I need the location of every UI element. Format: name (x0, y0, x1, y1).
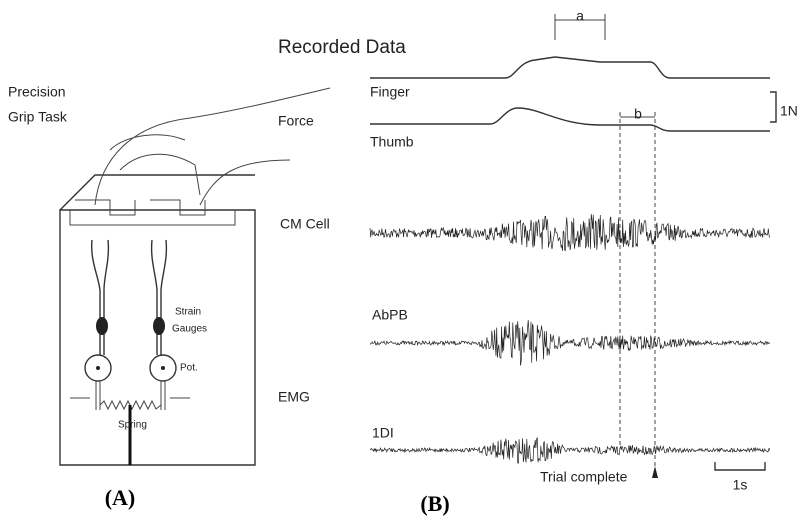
signal-trace (369, 319, 770, 366)
box (59, 174, 256, 466)
thumb-trace (370, 107, 770, 132)
label: Force (278, 113, 314, 129)
potentiometer (149, 354, 177, 382)
label: Finger (370, 84, 410, 100)
dashed-marker (619, 112, 656, 470)
label: 1N (780, 103, 798, 119)
title: Grip Task (8, 109, 68, 125)
label: AbPB (372, 307, 408, 323)
label: a (576, 8, 584, 24)
panel-label: (B) (420, 491, 449, 516)
pivot (161, 366, 165, 370)
label: Trial complete (540, 469, 628, 485)
recording: Recorded Data Finger Force Thumb 1N a b … (278, 8, 798, 493)
label: 1DI (372, 425, 394, 441)
title: Recorded Data (278, 37, 406, 58)
hand (94, 87, 331, 206)
label: b (634, 106, 642, 122)
potentiometer (84, 354, 112, 382)
label: 1s (733, 477, 748, 493)
strain-gauge (96, 317, 108, 335)
label: Strain (175, 307, 201, 318)
apparatus: Precision Grip Task Strain Gauges Pot. S… (8, 84, 331, 466)
time-scale-bar (714, 462, 766, 471)
label: Spring (118, 420, 147, 431)
label: CM Cell (280, 216, 330, 232)
interval-bracket (554, 14, 606, 40)
levers (90, 239, 168, 355)
label: Gauges (172, 324, 207, 335)
label: Pot. (180, 363, 198, 374)
panel-label: (A) (105, 485, 136, 510)
arrow (652, 466, 658, 478)
force-scale-bar (770, 91, 777, 123)
signal-trace (369, 214, 771, 252)
label: Thumb (370, 134, 414, 150)
label: EMG (278, 389, 310, 405)
manipulandum (69, 199, 236, 226)
finger-trace (370, 56, 770, 79)
strain-gauge (153, 317, 165, 335)
pivot (96, 366, 100, 370)
signal-trace (369, 437, 771, 464)
title: Precision (8, 84, 66, 100)
